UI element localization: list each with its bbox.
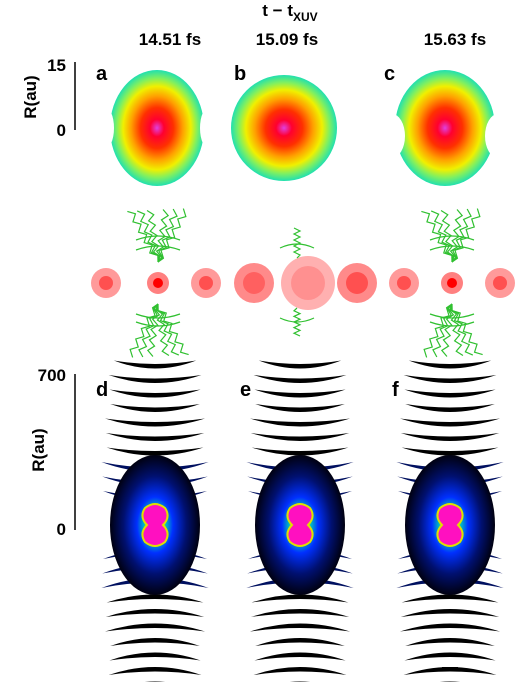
arc xyxy=(250,419,350,427)
wavefront xyxy=(430,236,474,240)
wavefront xyxy=(430,246,474,250)
arc xyxy=(105,419,205,427)
arc xyxy=(251,609,349,617)
wavefront xyxy=(430,322,474,326)
ray xyxy=(452,209,480,262)
ray xyxy=(158,209,186,262)
arc xyxy=(110,638,200,646)
center xyxy=(437,504,462,546)
center xyxy=(287,504,312,546)
arc xyxy=(106,433,204,441)
arc xyxy=(107,448,204,456)
ray xyxy=(294,228,300,258)
arc xyxy=(109,653,200,661)
panel-letter: b xyxy=(234,63,246,85)
arc xyxy=(400,419,500,427)
panel-letter: a xyxy=(96,63,108,85)
center xyxy=(142,504,167,546)
arc xyxy=(252,595,349,603)
ray xyxy=(130,304,158,357)
arc xyxy=(255,638,345,646)
arc xyxy=(255,404,345,412)
arc xyxy=(252,448,349,456)
tick-label: 15 xyxy=(47,56,66,75)
ray xyxy=(424,304,452,357)
wavefront xyxy=(136,236,180,240)
arc xyxy=(259,361,341,369)
arc xyxy=(254,653,345,661)
arc xyxy=(405,404,495,412)
arc xyxy=(114,361,196,369)
wavepacket-top xyxy=(94,70,511,186)
arc xyxy=(401,609,499,617)
arc xyxy=(402,448,499,456)
arc xyxy=(250,624,350,632)
arc xyxy=(254,667,347,675)
tick-label: 700 xyxy=(38,366,66,385)
tick-label: 0 xyxy=(57,121,66,140)
arc xyxy=(409,361,491,369)
arc xyxy=(110,404,200,412)
arc xyxy=(109,390,200,398)
arc xyxy=(401,433,499,441)
wavefront xyxy=(136,322,180,326)
panel-letter: e xyxy=(240,379,251,401)
arc xyxy=(404,390,495,398)
wavefront xyxy=(136,246,180,250)
arc xyxy=(254,390,345,398)
atoms xyxy=(91,256,515,310)
arc xyxy=(405,638,495,646)
arc xyxy=(107,595,204,603)
arc xyxy=(404,653,495,661)
arc xyxy=(251,433,349,441)
arc xyxy=(105,624,205,632)
wavepacket-bottom xyxy=(101,361,503,682)
panel-letter: f xyxy=(392,379,399,401)
header: t − tXUV xyxy=(262,1,317,24)
arc xyxy=(109,667,202,675)
axis-label: R(au) xyxy=(21,75,40,118)
arc xyxy=(400,624,500,632)
time-label: 15.09 fs xyxy=(256,30,318,49)
tick-label: 0 xyxy=(57,520,66,539)
arc xyxy=(254,375,347,383)
panel-letter: c xyxy=(384,63,395,85)
arc xyxy=(109,375,202,383)
panel-letter: d xyxy=(96,379,108,401)
time-label: 15.63 fs xyxy=(424,30,486,49)
arc xyxy=(402,595,499,603)
time-label: 14.51 fs xyxy=(139,30,201,49)
arc xyxy=(106,609,204,617)
figure: t − tXUV 14.51 fs 15.09 fs 15.63 fs R(au… xyxy=(0,0,521,682)
axis-label: R(au) xyxy=(29,428,48,471)
